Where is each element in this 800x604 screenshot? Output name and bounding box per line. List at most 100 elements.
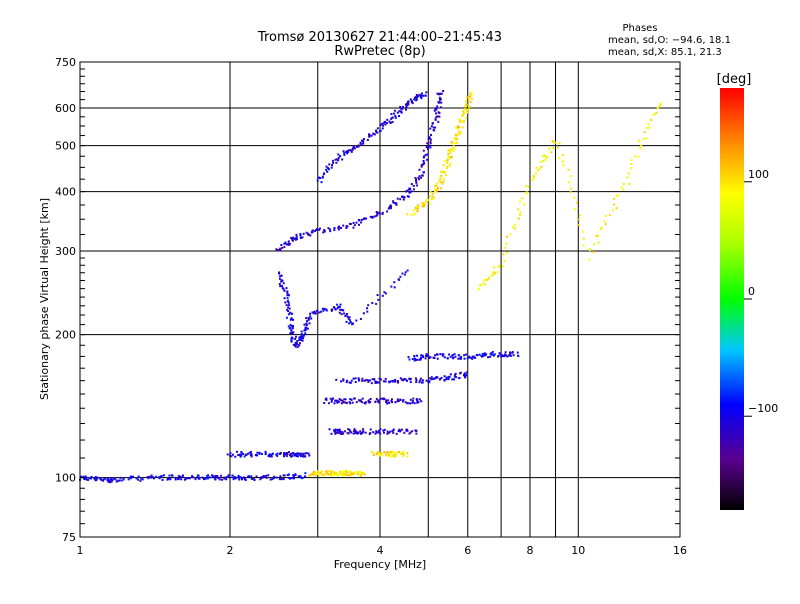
trace-point: [311, 311, 314, 314]
trace-point: [240, 452, 243, 455]
trace-point: [376, 294, 379, 297]
trace-point: [267, 474, 270, 477]
trace-point: [533, 174, 536, 177]
trace-point: [339, 155, 342, 158]
trace-point: [422, 163, 425, 166]
trace-point: [592, 251, 595, 254]
trace-point: [367, 304, 370, 307]
trace-point: [357, 399, 360, 402]
x-tick-label: 8: [527, 544, 534, 557]
trace-point: [141, 478, 144, 481]
trace-point: [325, 398, 328, 401]
trace-point: [348, 149, 351, 152]
trace-point: [412, 184, 415, 187]
trace-point: [544, 158, 547, 161]
trace-point: [387, 431, 390, 434]
trace-point: [169, 478, 172, 481]
trace-point: [386, 432, 389, 435]
trace-point: [300, 455, 303, 458]
trace-point: [351, 322, 354, 325]
trace-point: [369, 215, 372, 218]
trace-point: [643, 131, 646, 134]
trace-point: [302, 232, 305, 235]
trace-point: [330, 398, 333, 401]
trace-point: [140, 477, 143, 480]
trace-point: [216, 475, 219, 478]
trace-point: [355, 401, 358, 404]
trace-point: [451, 354, 454, 357]
trace-point: [620, 186, 623, 189]
trace-point: [347, 317, 350, 320]
trace-point: [379, 378, 382, 381]
trace-point: [467, 108, 470, 111]
trace-point: [392, 429, 395, 432]
trace-point: [129, 477, 132, 480]
trace-point: [120, 479, 123, 482]
trace-point: [333, 306, 336, 309]
trace-point: [419, 95, 422, 98]
trace-point: [420, 400, 423, 403]
trace-point: [552, 147, 555, 150]
trace-point: [263, 475, 266, 478]
trace-point: [305, 452, 308, 455]
trace-point: [345, 471, 348, 474]
trace-point: [392, 201, 395, 204]
trace-point: [387, 454, 390, 457]
trace-point: [345, 226, 348, 229]
trace-point: [99, 477, 102, 480]
trace-point: [328, 474, 331, 477]
trace-point: [294, 474, 297, 477]
trace-point: [386, 210, 389, 213]
trace-point: [408, 432, 411, 435]
trace-point: [396, 398, 399, 401]
trace-point: [416, 358, 419, 361]
trace-point: [281, 287, 284, 290]
trace-point: [343, 470, 346, 473]
trace-point: [388, 401, 391, 404]
trace-point: [268, 455, 271, 458]
trace-point: [501, 354, 504, 357]
trace-point: [110, 477, 113, 480]
trace-point: [391, 116, 394, 119]
trace-point: [338, 306, 341, 309]
trace-point: [595, 234, 598, 237]
trace-point: [416, 401, 419, 404]
trace-point: [622, 188, 625, 191]
trace-point: [561, 154, 564, 157]
trace-point: [336, 401, 339, 404]
y-tick-label: 100: [55, 472, 76, 485]
trace-point: [309, 473, 312, 476]
trace-point: [300, 335, 303, 338]
trace-point: [650, 118, 653, 121]
trace-point: [604, 214, 607, 217]
trace-point: [449, 373, 452, 376]
trace-point: [415, 184, 418, 187]
trace-point: [348, 470, 351, 473]
trace-point: [519, 200, 522, 203]
trace-point: [237, 476, 240, 479]
trace-point: [327, 227, 330, 230]
trace-point: [437, 101, 440, 104]
trace-point: [294, 338, 297, 341]
trace-point: [122, 477, 125, 480]
trace-point: [284, 301, 287, 304]
trace-point: [339, 470, 342, 473]
trace-point: [333, 307, 336, 310]
trace-point: [340, 399, 343, 402]
trace-point: [637, 139, 640, 142]
trace-point: [323, 229, 326, 232]
trace-point: [352, 221, 355, 224]
trace-point: [428, 144, 431, 147]
trace-point: [645, 137, 648, 140]
trace-point: [460, 356, 463, 359]
trace-point: [434, 126, 437, 129]
trace-point: [371, 215, 374, 218]
trace-point: [278, 478, 281, 481]
trace-point: [299, 335, 302, 338]
trace-point: [346, 432, 349, 435]
trace-point: [434, 118, 437, 121]
trace-point: [414, 96, 417, 99]
trace-point: [405, 428, 408, 431]
trace-point: [304, 326, 307, 329]
trace-point: [562, 164, 565, 167]
